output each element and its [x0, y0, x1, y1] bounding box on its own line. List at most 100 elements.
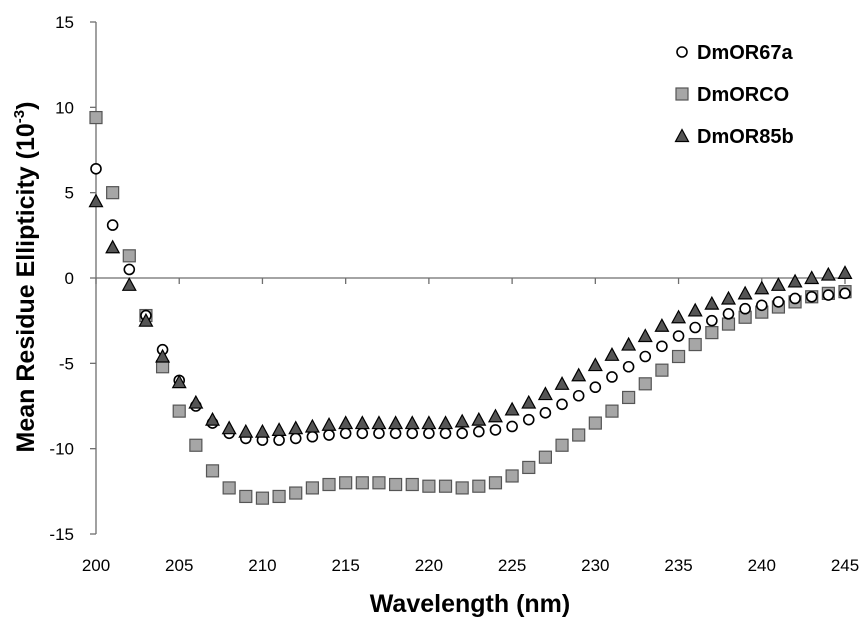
data-point	[655, 363, 669, 377]
data-point	[837, 265, 853, 279]
data-point	[505, 469, 519, 483]
data-point	[671, 309, 687, 324]
data-point	[471, 411, 487, 426]
data-point	[438, 479, 453, 493]
data-point	[189, 438, 203, 452]
axes	[90, 21, 846, 535]
data-point	[106, 219, 119, 231]
data-point	[687, 302, 703, 317]
data-point	[404, 415, 420, 430]
data-point	[389, 477, 403, 492]
data-point	[638, 377, 652, 391]
data-point	[304, 418, 320, 433]
data-point	[188, 394, 204, 409]
data-point	[289, 486, 303, 500]
x-tick-label: 215	[331, 556, 359, 575]
legend-marker	[674, 128, 690, 143]
data-point	[254, 423, 270, 438]
data-point	[688, 337, 702, 352]
series-dmorco	[89, 110, 852, 505]
data-point	[754, 280, 770, 295]
data-point	[422, 479, 436, 493]
x-tick-label: 210	[248, 556, 276, 575]
data-point	[789, 292, 801, 305]
data-point	[739, 302, 751, 315]
data-point	[622, 390, 636, 405]
data-point	[322, 477, 336, 492]
x-tick-label: 245	[831, 556, 859, 575]
data-point	[373, 427, 385, 440]
y-axis-title-main: Mean Residue Ellipticity (10	[12, 123, 40, 452]
y-tick-label: -10	[49, 440, 74, 459]
data-point	[389, 427, 402, 440]
data-point	[822, 289, 835, 301]
series-dmor67a	[90, 162, 851, 446]
data-point	[706, 314, 718, 327]
data-point	[171, 374, 187, 389]
data-point	[572, 389, 585, 402]
data-point	[306, 430, 319, 443]
data-point	[571, 367, 587, 382]
data-point	[323, 429, 335, 441]
data-point	[654, 318, 670, 332]
data-point	[539, 407, 552, 419]
data-point	[588, 416, 602, 430]
data-point	[720, 290, 736, 305]
data-point	[770, 277, 786, 291]
data-point	[321, 417, 337, 431]
data-point	[271, 422, 287, 436]
data-point	[589, 381, 602, 394]
data-point	[456, 427, 468, 440]
data-point	[587, 357, 603, 372]
data-point	[371, 415, 387, 430]
data-point	[604, 347, 620, 361]
data-point	[755, 299, 768, 312]
data-point	[555, 438, 569, 452]
data-point	[239, 489, 253, 504]
data-point	[704, 295, 720, 310]
data-point	[705, 326, 719, 340]
y-tick-label: 10	[55, 98, 74, 117]
data-point	[88, 193, 104, 208]
data-point	[737, 285, 753, 300]
data-point	[722, 308, 735, 320]
x-tick-label: 220	[415, 556, 443, 575]
data-point	[356, 427, 369, 440]
data-point	[89, 110, 103, 125]
legend-label: DmOR85b	[697, 126, 794, 148]
data-point	[521, 394, 537, 409]
data-point	[804, 270, 820, 285]
data-point	[272, 489, 286, 504]
legend-item: DmOR67a	[676, 42, 793, 64]
x-tick-label: 235	[664, 556, 692, 575]
data-point	[639, 350, 652, 363]
data-point	[255, 491, 270, 505]
data-point	[556, 398, 568, 411]
data-point	[622, 360, 635, 373]
data-point	[606, 371, 618, 383]
data-point	[656, 340, 668, 353]
data-point	[472, 479, 486, 493]
legend-marker	[675, 87, 689, 101]
data-point	[820, 266, 836, 281]
data-point	[106, 186, 120, 200]
data-point	[538, 450, 553, 464]
data-point	[339, 476, 353, 490]
data-point	[805, 290, 818, 303]
x-tick-label: 225	[498, 556, 526, 575]
data-point	[221, 420, 237, 435]
data-point	[438, 415, 454, 430]
data-point	[172, 404, 186, 418]
data-point	[388, 415, 404, 430]
data-point	[671, 349, 686, 364]
data-point	[672, 330, 685, 342]
tick-labels: -15 -10 -5 0 5 10 15 200 205 210 215 220 225 230 235 24…	[49, 13, 859, 575]
data-point	[489, 424, 502, 436]
data-point	[504, 401, 520, 416]
data-point	[522, 460, 536, 475]
data-point	[122, 249, 136, 263]
legend-label: DmOR67a	[697, 42, 793, 64]
data-point	[455, 481, 469, 495]
data-point	[473, 425, 485, 438]
